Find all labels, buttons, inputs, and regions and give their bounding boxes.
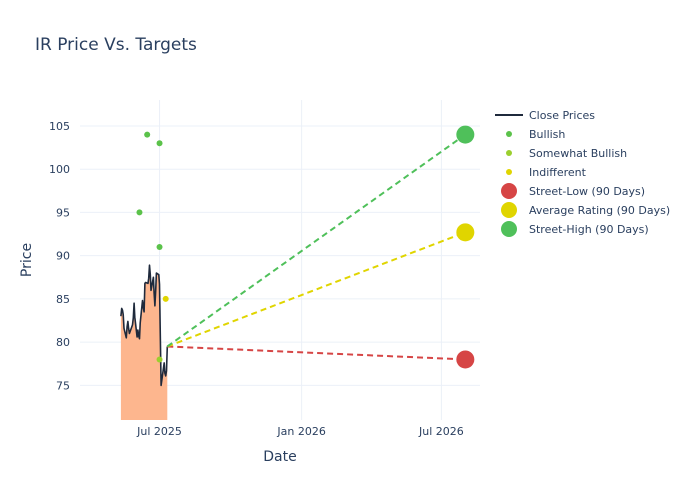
target-line bbox=[167, 345, 466, 361]
rating-marker bbox=[156, 140, 163, 147]
legend-item[interactable]: Somewhat Bullish bbox=[506, 147, 627, 160]
y-axis-title: Price bbox=[19, 243, 35, 277]
rating-markers bbox=[136, 125, 475, 369]
legend-dot-symbol bbox=[506, 150, 512, 156]
rating-marker bbox=[144, 131, 151, 138]
legend-dot-symbol bbox=[506, 131, 512, 137]
target-marker bbox=[456, 223, 475, 242]
legend-label: Somewhat Bullish bbox=[529, 147, 627, 160]
y-tick-label: 75 bbox=[56, 379, 70, 392]
price-line-layer bbox=[120, 264, 169, 387]
y-tick-label: 95 bbox=[56, 206, 70, 219]
y-tick-label: 105 bbox=[49, 120, 70, 133]
legend-label: Street-Low (90 Days) bbox=[529, 185, 645, 198]
target-marker bbox=[456, 125, 475, 144]
target-marker bbox=[456, 350, 475, 369]
legend-dot-symbol bbox=[501, 183, 517, 199]
x-tick-label: Jul 2025 bbox=[136, 425, 182, 438]
x-axis-ticks: Jul 2025 Jan 2026 Jul 2026 bbox=[136, 425, 464, 438]
legend-item[interactable]: Close Prices bbox=[495, 109, 595, 122]
legend-label: Indifferent bbox=[529, 166, 587, 179]
legend-item[interactable]: Indifferent bbox=[506, 166, 587, 179]
legend-dot-symbol bbox=[501, 202, 517, 218]
x-tick-label: Jul 2026 bbox=[418, 425, 464, 438]
legend-dot-symbol bbox=[506, 169, 512, 175]
target-line bbox=[166, 231, 466, 348]
legend-item[interactable]: Average Rating (90 Days) bbox=[501, 202, 670, 218]
legend-label: Street-High (90 Days) bbox=[529, 223, 649, 236]
legend-dot-symbol bbox=[501, 221, 517, 237]
x-axis-title: Date bbox=[263, 449, 296, 465]
x-tick-label: Jan 2026 bbox=[276, 425, 325, 438]
y-tick-label: 90 bbox=[56, 250, 70, 263]
rating-marker bbox=[156, 244, 163, 251]
legend-label: Average Rating (90 Days) bbox=[529, 204, 670, 217]
chart-title: IR Price Vs. Targets bbox=[35, 35, 197, 55]
legend-label: Close Prices bbox=[529, 109, 595, 122]
y-tick-label: 85 bbox=[56, 293, 70, 306]
close-price-line bbox=[120, 264, 169, 387]
y-axis-ticks: 75 80 85 90 95 100 105 bbox=[49, 120, 70, 392]
legend-item[interactable]: Street-High (90 Days) bbox=[501, 221, 649, 237]
y-tick-label: 80 bbox=[56, 336, 70, 349]
rating-marker bbox=[136, 209, 143, 216]
legend[interactable]: Close Prices Bullish Somewhat Bullish Indif… bbox=[495, 109, 670, 237]
legend-item[interactable]: Bullish bbox=[506, 128, 565, 141]
legend-label: Bullish bbox=[529, 128, 565, 141]
legend-item[interactable]: Street-Low (90 Days) bbox=[501, 183, 645, 199]
rating-marker bbox=[156, 356, 163, 363]
target-line bbox=[166, 133, 466, 348]
rating-marker bbox=[162, 295, 169, 302]
y-tick-label: 100 bbox=[49, 163, 70, 176]
target-lines bbox=[166, 133, 466, 361]
